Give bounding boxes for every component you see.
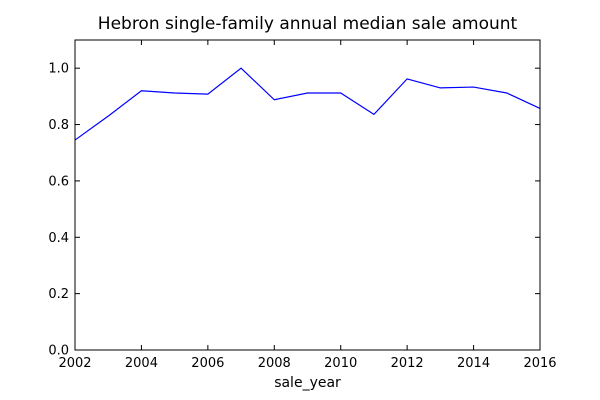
series-line [74,67,541,141]
x-tick-label: 2012 [391,356,424,371]
chart-title: Hebron single-family annual median sale … [97,14,518,34]
x-tick-label: 2006 [191,356,224,371]
y-tick-label: 0.6 [48,174,69,189]
x-axis-label: sale_year [274,375,341,391]
x-tick-label: 2010 [324,356,357,371]
axes-frame [74,39,541,351]
x-tick-label: 2002 [58,356,91,371]
y-tick-label: 0.2 [48,287,69,302]
x-tick-label: 2008 [258,356,291,371]
x-tick-label: 2014 [457,356,490,371]
x-tick-label: 2016 [523,356,556,371]
y-tick-label: 0.8 [48,118,69,133]
y-tick-label: 0.0 [48,344,69,359]
x-tick-label: 2004 [125,356,158,371]
y-tick-label: 1.0 [48,62,69,77]
y-tick-label: 0.4 [48,231,69,246]
